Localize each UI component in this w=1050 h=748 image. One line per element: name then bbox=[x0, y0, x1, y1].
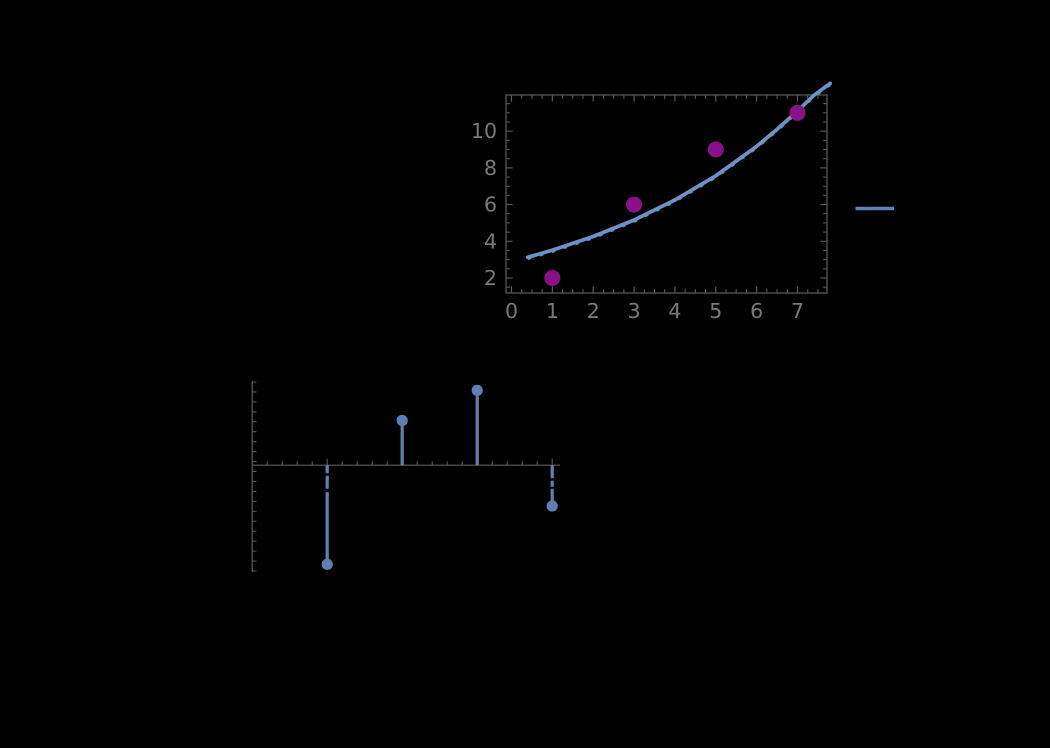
x-tick-label: 4 bbox=[668, 299, 681, 323]
y-tick-label: 10 bbox=[471, 119, 497, 143]
stem-chart bbox=[251, 381, 560, 573]
plot-frame bbox=[505, 94, 828, 294]
stem-point bbox=[546, 500, 558, 512]
shadow-fit-curve bbox=[527, 84, 831, 261]
y-tick-label: 2 bbox=[484, 266, 497, 290]
stem-point bbox=[396, 414, 408, 427]
y-tick-label: 8 bbox=[484, 156, 497, 180]
x-tick-label: 6 bbox=[750, 299, 763, 323]
stem-point bbox=[471, 384, 483, 396]
x-tick-label: 7 bbox=[791, 299, 804, 323]
data-point bbox=[789, 104, 806, 121]
exponential-fit-chart: 0 1 2 3 4 5 6 7 2 4 6 8 10 bbox=[471, 81, 833, 323]
y-tick-label: 6 bbox=[484, 193, 497, 217]
x-tick-label: 0 bbox=[505, 299, 518, 323]
data-point bbox=[544, 270, 561, 286]
data-point bbox=[707, 141, 724, 158]
stem-point bbox=[321, 558, 333, 570]
y-tick-label: 4 bbox=[484, 229, 497, 253]
x-tick-label: 1 bbox=[546, 299, 559, 323]
data-point bbox=[626, 196, 643, 213]
x-tick-label: 2 bbox=[587, 299, 600, 323]
x-tick-label: 3 bbox=[628, 299, 641, 323]
fit-curve bbox=[525, 81, 833, 260]
x-tick-label: 5 bbox=[709, 299, 722, 323]
